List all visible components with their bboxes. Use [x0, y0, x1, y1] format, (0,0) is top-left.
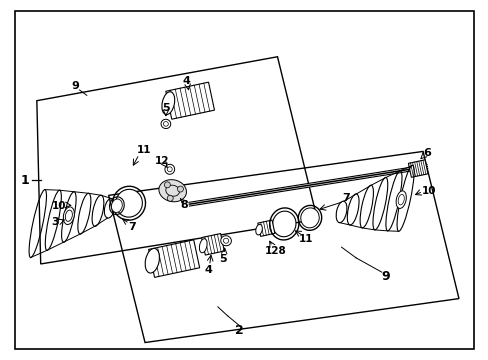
Text: 11: 11	[298, 234, 313, 244]
Text: 9: 9	[72, 81, 80, 91]
Text: 1: 1	[20, 174, 29, 186]
Text: 4: 4	[182, 76, 190, 86]
Text: 2: 2	[235, 324, 244, 337]
Polygon shape	[165, 82, 214, 119]
Text: 12: 12	[154, 157, 169, 166]
Polygon shape	[407, 160, 427, 177]
Ellipse shape	[115, 189, 142, 217]
Text: 6: 6	[422, 148, 430, 158]
Text: 3: 3	[51, 217, 59, 227]
Circle shape	[177, 186, 183, 192]
Text: 11: 11	[136, 145, 150, 155]
Text: 10: 10	[52, 201, 66, 211]
Text: 5: 5	[219, 253, 226, 264]
Text: 10: 10	[421, 186, 435, 196]
Ellipse shape	[300, 208, 319, 228]
Text: 4: 4	[204, 265, 212, 275]
Text: 8: 8	[180, 200, 187, 210]
Ellipse shape	[145, 248, 159, 273]
Polygon shape	[201, 234, 224, 255]
Ellipse shape	[63, 207, 74, 225]
Ellipse shape	[220, 236, 231, 246]
Ellipse shape	[111, 199, 122, 212]
Text: 7: 7	[342, 193, 349, 203]
Ellipse shape	[161, 119, 170, 129]
Ellipse shape	[159, 180, 186, 202]
Circle shape	[164, 182, 170, 188]
Ellipse shape	[255, 224, 262, 235]
Text: 7: 7	[128, 222, 136, 232]
Ellipse shape	[395, 191, 406, 208]
Ellipse shape	[272, 211, 295, 237]
Circle shape	[167, 195, 173, 201]
Text: 128: 128	[264, 246, 286, 256]
Text: 5: 5	[162, 103, 169, 113]
Polygon shape	[257, 220, 274, 237]
Ellipse shape	[164, 164, 174, 174]
Text: 9: 9	[380, 270, 389, 283]
Ellipse shape	[162, 92, 174, 114]
Polygon shape	[148, 240, 199, 277]
Ellipse shape	[199, 239, 207, 253]
